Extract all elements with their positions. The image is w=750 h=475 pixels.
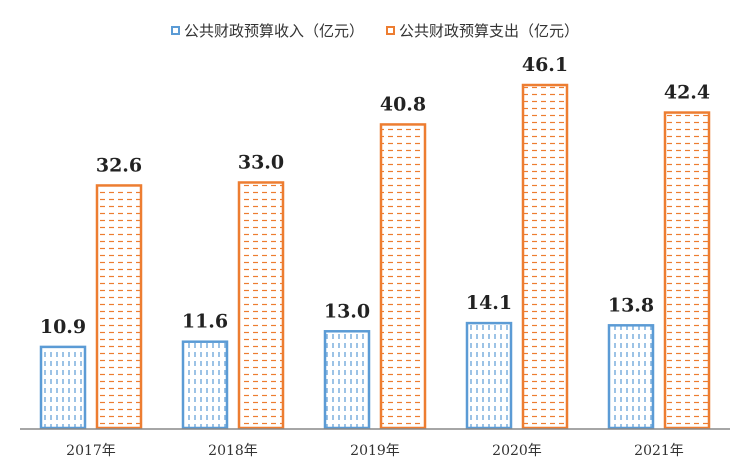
legend-item-expenditure: 公共财政预算支出（亿元） <box>386 20 579 41</box>
bar-revenue-2 <box>181 340 229 430</box>
legend-label-expenditure: 公共财政预算支出（亿元） <box>399 22 580 40</box>
bar-expenditure-4 <box>521 83 569 430</box>
legend-swatch-revenue <box>170 26 180 35</box>
data-label-expenditure-2: 33.0 <box>238 151 284 173</box>
data-label-revenue-5: 13.8 <box>608 294 654 316</box>
bar-revenue-5 <box>607 324 655 430</box>
data-label-expenditure-1: 32.6 <box>96 154 142 176</box>
x-tick-label-5: 2021年 <box>634 443 684 459</box>
data-label-revenue-2: 11.6 <box>182 311 228 333</box>
x-tick-label-1: 2017年 <box>66 443 116 459</box>
bar-revenue-3 <box>323 330 371 430</box>
bar-revenue-4 <box>465 321 513 430</box>
bar-expenditure-5 <box>663 111 711 430</box>
data-label-revenue-3: 13.0 <box>324 300 370 322</box>
bar-expenditure-2 <box>237 181 285 430</box>
data-label-revenue-1: 10.9 <box>40 316 86 338</box>
plot-area: 10.9 32.6 2017年 11.6 33.0 2018年 13.0 40.8 2019年 1… <box>20 54 730 459</box>
legend: 公共财政预算收入（亿元） 公共财政预算支出（亿元） <box>0 20 750 41</box>
data-label-revenue-4: 14.1 <box>466 292 512 314</box>
legend-swatch-expenditure <box>386 26 395 35</box>
data-label-expenditure-3: 40.8 <box>380 93 426 115</box>
x-tick-label-2: 2018年 <box>208 443 258 459</box>
bar-expenditure-3 <box>379 123 427 430</box>
legend-label-revenue: 公共财政预算收入（亿元） <box>183 22 364 40</box>
data-label-expenditure-4: 46.1 <box>522 54 568 76</box>
bar-expenditure-1 <box>95 184 143 430</box>
legend-item-revenue: 公共财政预算收入（亿元） <box>170 20 364 41</box>
bar-revenue-1 <box>39 345 87 430</box>
data-label-expenditure-5: 42.4 <box>664 82 710 104</box>
x-tick-label-4: 2020年 <box>492 443 542 459</box>
x-tick-label-3: 2019年 <box>350 443 400 459</box>
